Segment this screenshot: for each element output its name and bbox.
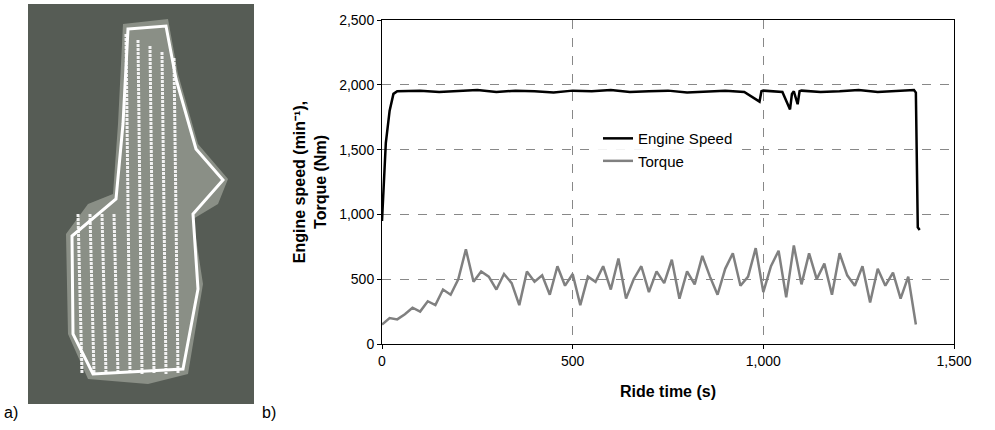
svg-text:Engine Speed: Engine Speed (638, 130, 732, 147)
svg-text:1,000: 1,000 (746, 353, 781, 369)
svg-text:2,500: 2,500 (339, 12, 374, 28)
svg-text:500: 500 (351, 271, 375, 287)
svg-text:1,500: 1,500 (936, 353, 971, 369)
svg-text:1,000: 1,000 (339, 206, 374, 222)
svg-text:Torque: Torque (638, 153, 684, 170)
svg-text:Engine speed (min⁻¹),Torque (N: Engine speed (min⁻¹),Torque (Nm) (291, 101, 329, 263)
svg-text:0: 0 (378, 353, 386, 369)
svg-text:Ride time (s): Ride time (s) (620, 383, 716, 400)
html-text:b): b) (262, 404, 277, 421)
html-text:a): a) (4, 404, 19, 421)
svg-text:500: 500 (561, 353, 585, 369)
svg-text:2,000: 2,000 (339, 77, 374, 93)
svg-text:1,500: 1,500 (339, 142, 374, 158)
svg-text:0: 0 (366, 336, 374, 352)
